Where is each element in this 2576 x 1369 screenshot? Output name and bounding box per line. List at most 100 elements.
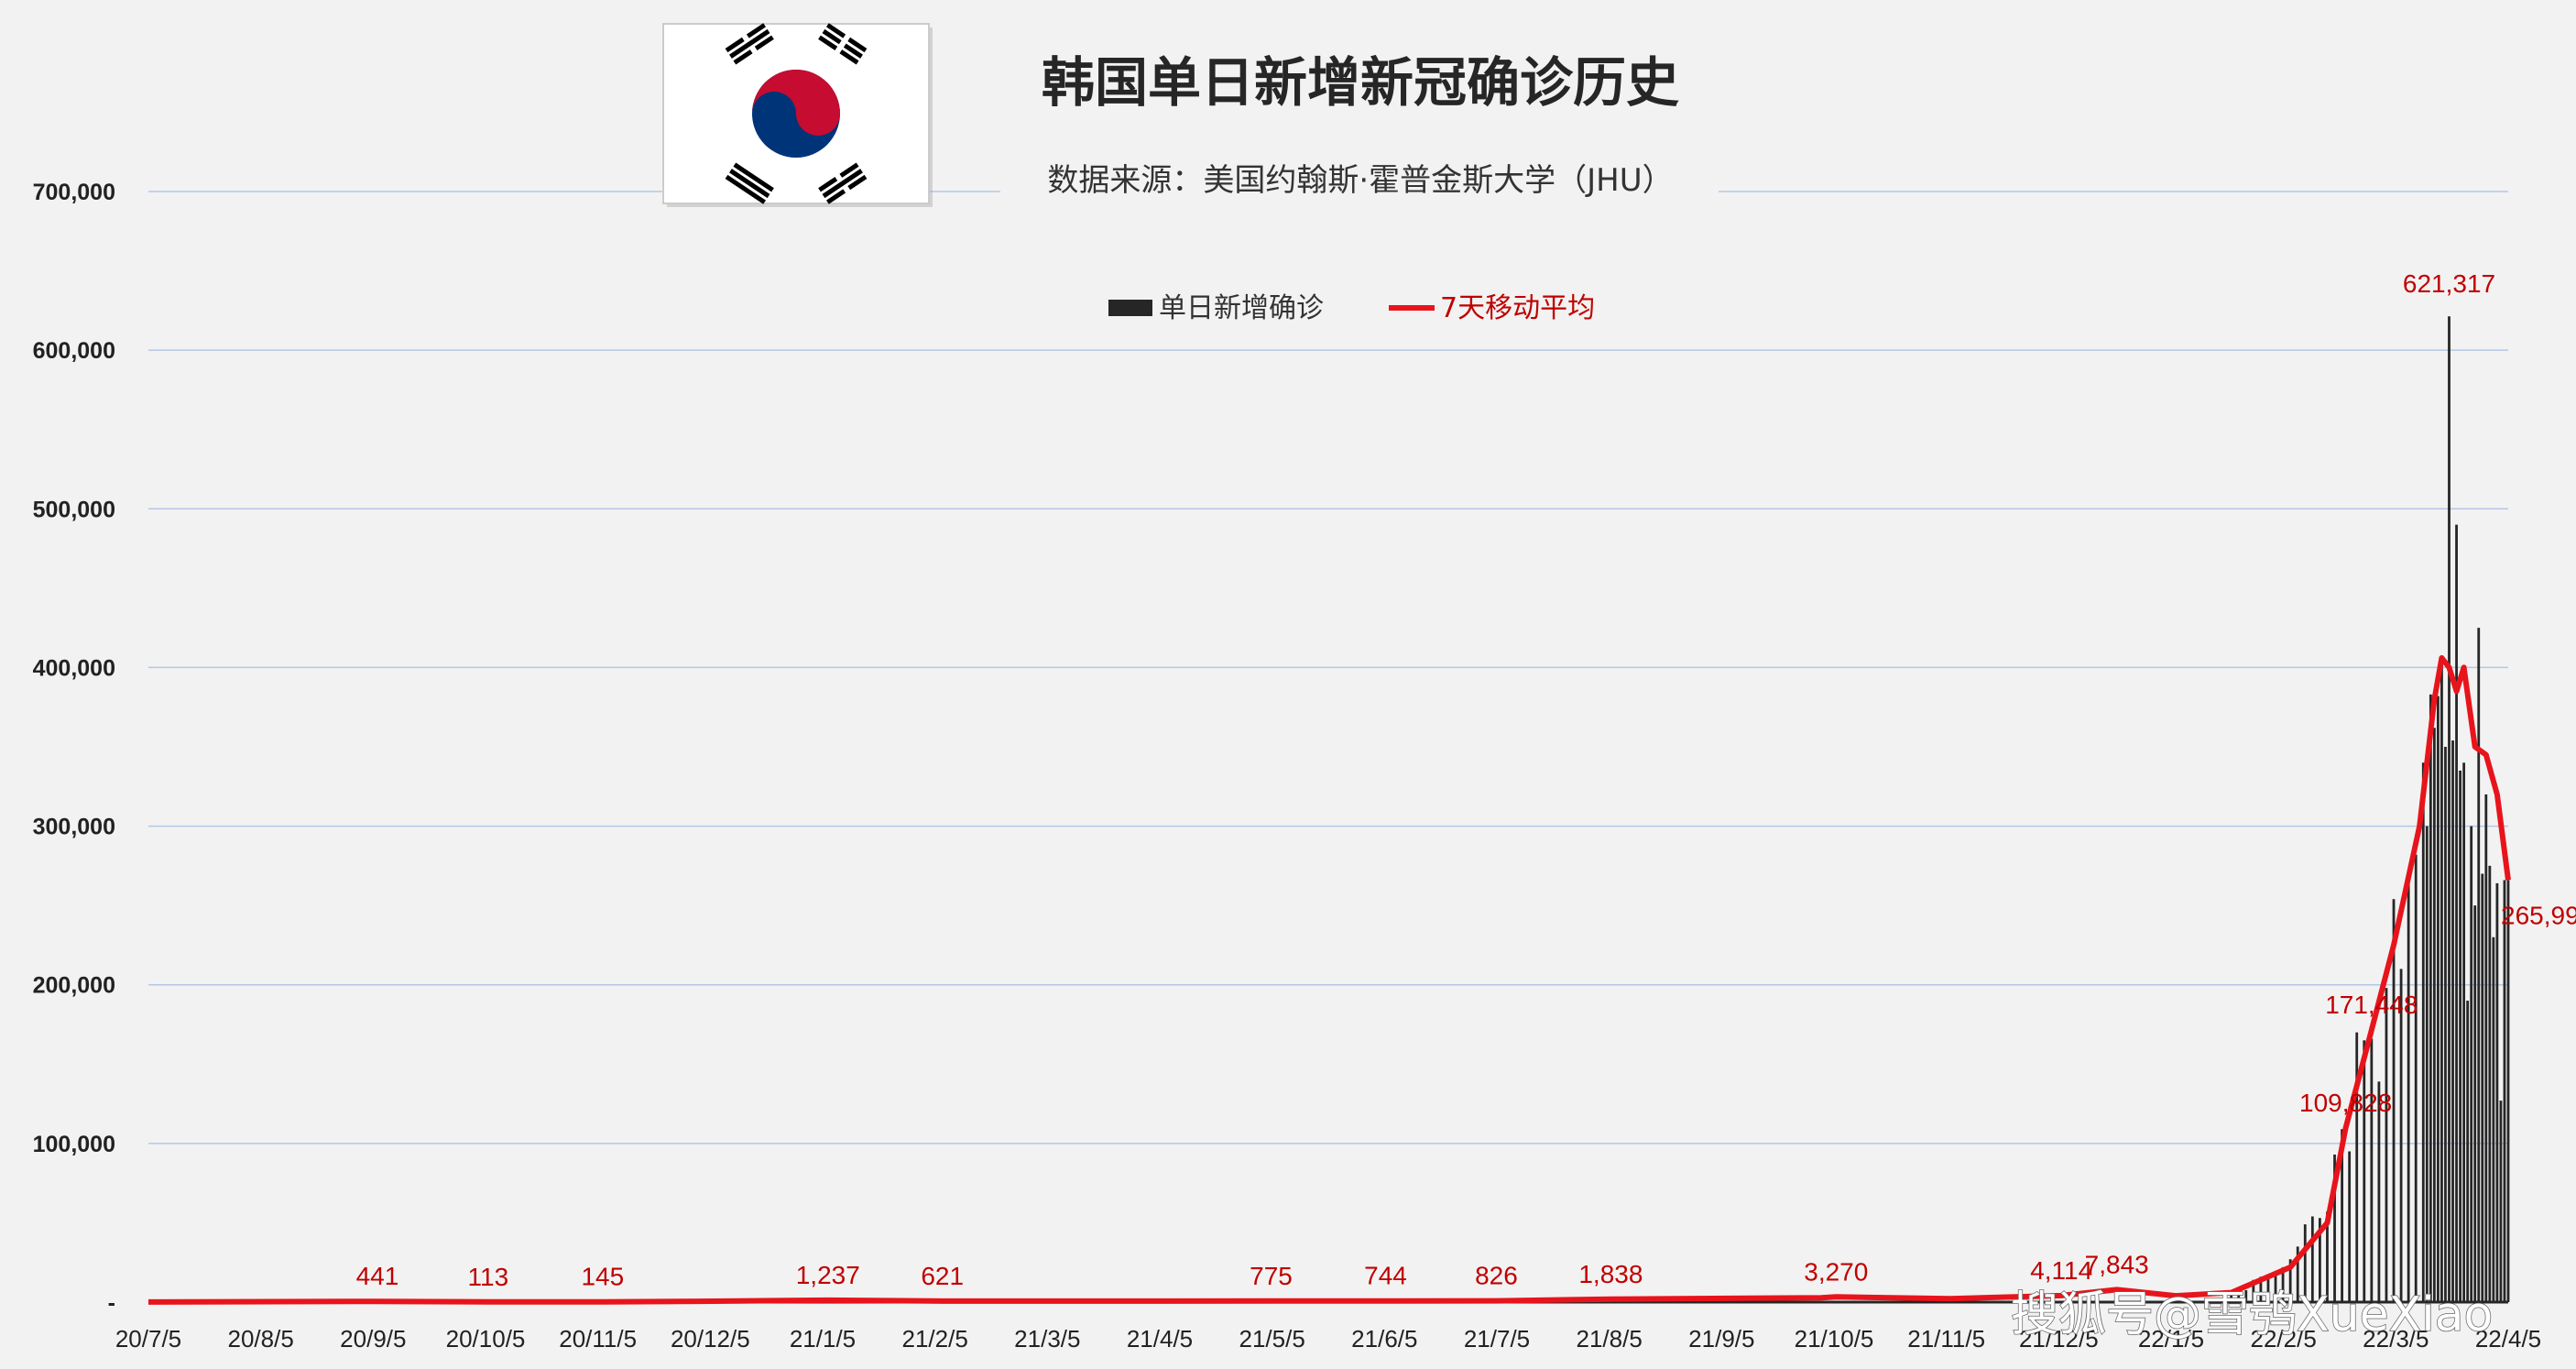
data-label: 113 bbox=[468, 1263, 509, 1291]
x-tick-label: 21/12/5 bbox=[2019, 1325, 2099, 1353]
daily-case-bar bbox=[2407, 878, 2410, 1302]
daily-case-bar bbox=[2296, 1246, 2299, 1302]
daily-case-bar bbox=[2432, 728, 2436, 1302]
daily-case-bar bbox=[2470, 826, 2473, 1302]
daily-case-bar bbox=[2377, 1081, 2381, 1302]
y-tick-label: - bbox=[108, 1290, 115, 1316]
daily-case-bar bbox=[2370, 1038, 2374, 1302]
daily-case-bar bbox=[2444, 747, 2447, 1302]
daily-case-bar bbox=[2266, 1274, 2270, 1302]
annotations: 441 113 145 1,237 621 775 744 826 1,838 3,270 4,11… bbox=[356, 269, 2576, 1291]
data-label: 775 bbox=[1250, 1262, 1293, 1290]
y-tick-label: 500,000 bbox=[33, 497, 115, 522]
daily-case-bar bbox=[2503, 880, 2506, 1302]
subtitle-mask bbox=[1000, 158, 1719, 203]
x-tick-label: 21/6/5 bbox=[1351, 1325, 1417, 1353]
daily-case-bar bbox=[2355, 1032, 2359, 1302]
x-tick-label: 21/1/5 bbox=[790, 1325, 856, 1353]
daily-case-bar bbox=[2392, 899, 2396, 1302]
data-label: 171,448 bbox=[2325, 991, 2418, 1019]
y-tick-label: 300,000 bbox=[33, 815, 115, 840]
daily-case-bar bbox=[2440, 656, 2443, 1302]
daily-case-bar bbox=[2237, 1289, 2241, 1302]
data-label: 621,317 bbox=[2403, 269, 2495, 298]
x-tick-label: 22/2/5 bbox=[2251, 1325, 2317, 1353]
x-tick-label: 21/8/5 bbox=[1577, 1325, 1643, 1353]
legend-bar-label: 单日新增确诊 bbox=[1159, 292, 1324, 324]
x-tick-label: 20/7/5 bbox=[115, 1325, 181, 1353]
daily-case-bar bbox=[2319, 1218, 2321, 1302]
daily-case-bar bbox=[2495, 882, 2499, 1302]
x-tick-label: 21/3/5 bbox=[1014, 1325, 1080, 1353]
legend-bar-swatch bbox=[1108, 300, 1152, 316]
daily-case-bar bbox=[2455, 524, 2458, 1302]
x-tick-label: 22/4/5 bbox=[2475, 1325, 2541, 1353]
daily-case-bar bbox=[2230, 1292, 2233, 1302]
data-label: 441 bbox=[356, 1262, 399, 1290]
daily-case-bar bbox=[2333, 1154, 2336, 1302]
x-tick-label: 20/12/5 bbox=[671, 1325, 750, 1353]
daily-case-bar bbox=[2466, 1001, 2470, 1302]
x-tick-label: 20/10/5 bbox=[446, 1325, 526, 1353]
daily-case-bar bbox=[2462, 762, 2466, 1302]
watermark: 搜狐号@雪鸮XueXiao bbox=[2011, 1287, 2493, 1342]
data-label: 265,995 bbox=[2501, 901, 2576, 929]
daily-case-bar bbox=[2448, 316, 2450, 1302]
x-tick-label: 21/11/5 bbox=[1907, 1325, 1985, 1353]
daily-case-bar bbox=[2484, 794, 2488, 1302]
x-tick-label: 21/4/5 bbox=[1127, 1325, 1193, 1353]
daily-case-bar bbox=[2341, 1129, 2343, 1302]
data-label: 1,237 bbox=[796, 1261, 860, 1289]
data-label: 4,114 bbox=[2030, 1256, 2092, 1285]
daily-case-bar bbox=[2429, 694, 2432, 1302]
y-tick-label: 600,000 bbox=[33, 338, 115, 364]
daily-case-bar bbox=[2244, 1290, 2248, 1302]
daily-case-bar bbox=[2252, 1279, 2255, 1302]
daily-case-bar bbox=[2425, 826, 2429, 1302]
south-korea-flag-icon bbox=[662, 23, 933, 207]
daily-case-bar bbox=[2437, 695, 2440, 1302]
daily-case-bar bbox=[2326, 1211, 2329, 1302]
y-tick-label: 200,000 bbox=[33, 973, 115, 999]
daily-case-bar bbox=[2259, 1276, 2263, 1302]
daily-cases-bars bbox=[2230, 316, 2510, 1302]
x-tick-label: 21/5/5 bbox=[1239, 1325, 1305, 1353]
daily-case-bar bbox=[2310, 1216, 2314, 1302]
y-tick-label: 700,000 bbox=[33, 180, 115, 205]
daily-case-bar bbox=[2363, 1040, 2366, 1302]
moving-average-line bbox=[147, 655, 2511, 1305]
data-label: 3,270 bbox=[1804, 1257, 1868, 1286]
gridlines bbox=[148, 191, 2508, 1144]
daily-case-bar bbox=[2421, 762, 2425, 1302]
daily-case-bar bbox=[2492, 936, 2495, 1302]
daily-case-bar bbox=[2385, 988, 2388, 1302]
y-axis-ticks: - 100,000 200,000 300,000 400,000 500,000 600,… bbox=[33, 180, 115, 1316]
y-tick-label: 100,000 bbox=[33, 1132, 115, 1157]
daily-case-bar bbox=[2288, 1259, 2292, 1302]
legend-line-label: 7天移动平均 bbox=[1440, 292, 1595, 324]
legend: 单日新增确诊 7天移动平均 bbox=[1108, 292, 1595, 324]
daily-case-bar bbox=[2481, 873, 2484, 1302]
daily-case-bar bbox=[2473, 905, 2477, 1302]
data-label: 621 bbox=[921, 1262, 964, 1290]
daily-case-bar bbox=[2303, 1224, 2307, 1302]
chart-title: 韩国单日新增新冠确诊历史 bbox=[1042, 51, 1679, 114]
daily-case-bar bbox=[2499, 1101, 2503, 1302]
x-tick-label: 21/7/5 bbox=[1464, 1325, 1530, 1353]
daily-case-bar bbox=[2459, 770, 2461, 1302]
chart-subtitle: 数据来源：美国约翰斯·霍普金斯大学（JHU） bbox=[1047, 162, 1673, 199]
daily-case-bar bbox=[2274, 1273, 2277, 1302]
data-label: 744 bbox=[1364, 1262, 1407, 1290]
daily-case-bar bbox=[2451, 740, 2454, 1302]
y-tick-label: 400,000 bbox=[33, 655, 115, 681]
data-label: 826 bbox=[1475, 1262, 1518, 1290]
data-label: 1,838 bbox=[1578, 1260, 1643, 1288]
x-tick-label: 20/9/5 bbox=[340, 1325, 406, 1353]
x-tick-label: 22/1/5 bbox=[2138, 1325, 2204, 1353]
x-tick-label: 20/11/5 bbox=[559, 1325, 637, 1353]
daily-case-bar bbox=[2399, 969, 2403, 1302]
daily-case-bar bbox=[2414, 854, 2418, 1302]
x-axis-ticks: 20/7/5 20/8/5 20/9/5 20/10/5 20/11/5 20/12/5 2… bbox=[115, 1325, 2541, 1353]
